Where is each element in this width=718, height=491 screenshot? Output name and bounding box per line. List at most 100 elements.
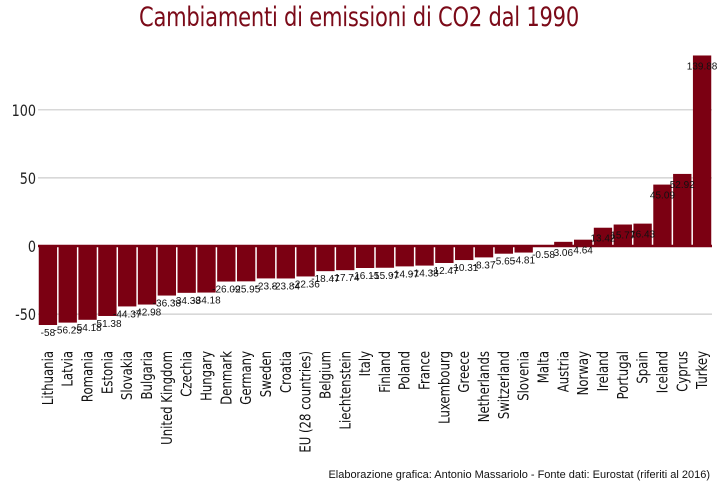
data-label: -54.18 (73, 323, 102, 334)
data-label: 15.77 (610, 231, 635, 242)
x-tick-label: Netherlands (477, 351, 494, 422)
y-tick-label: -50 (15, 307, 36, 325)
bar (633, 223, 652, 246)
x-tick-label: EU (28 countries) (298, 351, 315, 453)
bar (98, 246, 117, 316)
data-label: -42.98 (133, 308, 162, 319)
data-label: -17.74 (331, 273, 360, 284)
bar (494, 246, 514, 254)
bar (197, 246, 216, 293)
bar (157, 246, 177, 296)
data-label: -25.95 (232, 284, 261, 295)
x-tick-label: Austria (556, 351, 573, 392)
x-tick-label: Slovakia (120, 351, 137, 400)
data-label: 139.88 (687, 61, 718, 72)
data-label: -10.31 (450, 263, 479, 274)
bar (554, 241, 573, 246)
data-label: -44.37 (113, 309, 142, 320)
data-label: 52.92 (670, 180, 695, 191)
x-tick-label: Portugal (616, 351, 633, 399)
data-label: -14.97 (391, 269, 420, 280)
bar (613, 224, 632, 246)
data-label: -34.18 (192, 296, 221, 307)
x-tick-label: Germany (239, 351, 256, 405)
bar (276, 246, 295, 279)
data-label: -8.37 (473, 260, 496, 271)
bar (573, 239, 593, 246)
x-tick-label: Romania (80, 351, 97, 402)
bar (296, 246, 315, 277)
data-label: -5.65 (492, 257, 515, 268)
x-tick-label: Slovenia (516, 351, 533, 401)
x-tick-label: Ireland (596, 351, 613, 391)
x-tick-label: Cyprus (675, 351, 692, 392)
bar (653, 184, 672, 246)
bar (177, 246, 196, 293)
data-label: -51.38 (93, 319, 122, 330)
y-tick-label: 100 (12, 103, 36, 121)
bar (38, 246, 58, 325)
x-tick-label: Latvia (60, 351, 77, 387)
x-tick-label: Finland (378, 351, 395, 393)
bar (375, 246, 395, 268)
x-tick-label: Italy (358, 351, 375, 376)
x-tick-label: Liechtenstein (338, 351, 355, 429)
chart-title: Cambiamenti di emissioni di CO2 dal 1990 (138, 2, 580, 33)
bar (256, 246, 276, 279)
bar (355, 246, 375, 268)
bar (593, 227, 613, 246)
bar (58, 246, 77, 323)
y-tick-label: 0 (28, 239, 36, 257)
data-label: 13.42 (590, 234, 615, 245)
source-credit: Elaborazione grafica: Antonio Massariolo… (328, 469, 710, 481)
bar (78, 246, 97, 320)
bar (514, 246, 533, 253)
bar (395, 246, 414, 267)
y-axis: -50 0 50 100 (12, 103, 36, 325)
bar (455, 246, 474, 261)
data-label: -58 (41, 328, 56, 339)
x-tick-label: Iceland (655, 351, 672, 393)
x-tick-label: Czechia (179, 351, 196, 397)
x-tick-label: Sweden (259, 351, 276, 397)
data-label: 16.43 (630, 230, 655, 241)
x-tick-label: Hungary (199, 351, 216, 401)
data-label: -15.97 (371, 271, 400, 282)
data-label: -4.81 (512, 256, 535, 267)
bar (415, 246, 434, 266)
x-axis: Lithuania Latvia Romania Estonia Slovakia Bul… (41, 351, 712, 453)
x-tick-label: Norway (576, 351, 593, 395)
x-tick-label: Malta (536, 351, 553, 383)
x-tick-label: United Kingdom (160, 351, 177, 445)
x-tick-label: Lithuania (41, 351, 58, 405)
bar (474, 246, 494, 258)
x-tick-label: Bulgaria (140, 351, 157, 399)
x-tick-label: Poland (397, 351, 414, 390)
data-label: -16.15 (351, 271, 380, 282)
data-label: -0.58 (532, 250, 555, 261)
x-tick-label: Switzerland (497, 351, 514, 419)
x-tick-label: Denmark (219, 351, 236, 405)
data-label: 45.09 (650, 191, 675, 202)
x-tick-label: Spain (635, 351, 652, 384)
bar (118, 246, 137, 307)
data-label: -36.38 (153, 299, 182, 310)
data-label: -23.8 (255, 281, 278, 292)
x-tick-label: Greece (457, 351, 474, 393)
data-label: 3.06 (554, 248, 574, 259)
x-tick-label: Croatia (279, 351, 296, 393)
data-label: -34.38 (172, 296, 201, 307)
bar (217, 246, 236, 282)
bars (38, 55, 712, 325)
y-tick-label: 50 (20, 171, 36, 189)
data-label: -12.47 (430, 266, 459, 277)
data-label: -23.84 (272, 281, 301, 292)
data-label: -14.38 (410, 269, 439, 280)
bar (316, 246, 335, 272)
bar (673, 173, 692, 246)
x-tick-label: Luxembourg (437, 351, 454, 424)
x-tick-label: Belgium (318, 351, 335, 399)
data-label: -56.25 (54, 326, 83, 337)
x-tick-label: France (417, 351, 434, 390)
